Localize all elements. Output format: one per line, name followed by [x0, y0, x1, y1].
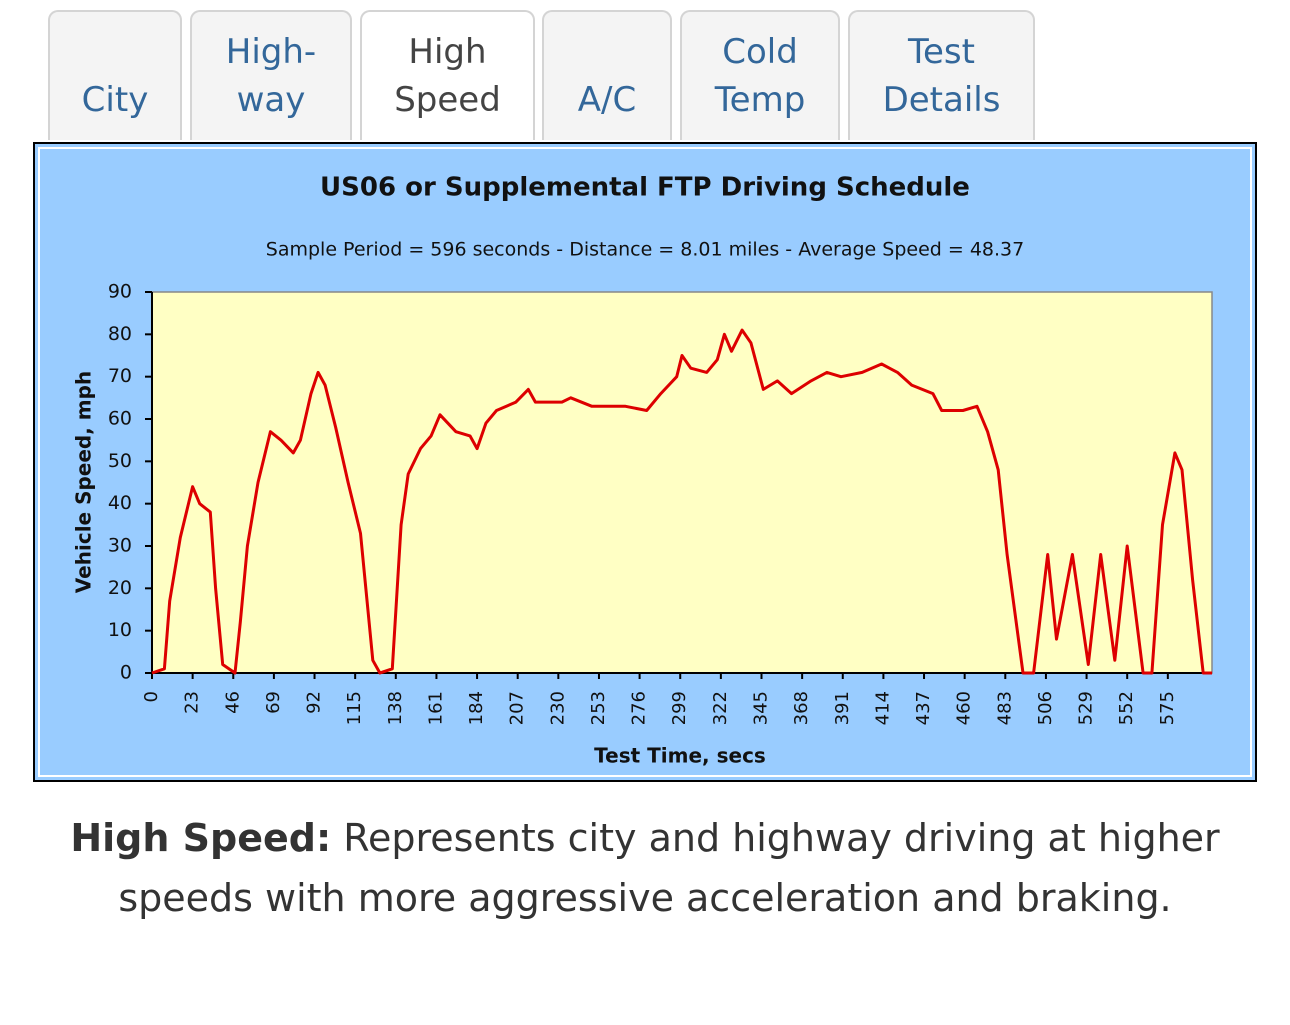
y-tick-label: 20: [108, 577, 132, 599]
x-tick-label: 345: [751, 691, 772, 725]
y-tick-label: 60: [108, 408, 132, 430]
y-axis-label: Vehicle Speed, mph: [72, 371, 96, 593]
x-tick-label: 460: [954, 691, 975, 725]
tab[interactable]: Test Details: [848, 10, 1035, 140]
x-tick-label: 529: [1076, 691, 1097, 725]
caption-text: Represents city and highway driving at h…: [118, 816, 1220, 920]
x-tick-label: 391: [832, 691, 853, 725]
chart-title: US06 or Supplemental FTP Driving Schedul…: [320, 173, 970, 203]
tab-label: High-: [225, 32, 317, 72]
x-tick-label: 506: [1035, 691, 1056, 725]
x-tick-label: 161: [425, 691, 446, 725]
x-tick-label: 138: [385, 691, 406, 725]
tab-label: A/C: [577, 80, 637, 120]
x-tick-label: 437: [913, 691, 934, 725]
y-tick-label: 90: [108, 281, 132, 303]
speed-line: [151, 328, 1212, 675]
chart-subtitle: Sample Period = 596 seconds - Distance =…: [266, 239, 1024, 261]
tab[interactable]: Cold Temp: [680, 10, 840, 140]
tab[interactable]: High-way: [190, 10, 352, 140]
y-tick-label: 40: [108, 492, 132, 514]
caption-label: High Speed:: [70, 816, 332, 860]
y-tick-label: 0: [120, 662, 132, 684]
x-tick-label: 46: [222, 691, 243, 714]
x-tick-label: 253: [588, 691, 609, 725]
tab-label: Test: [908, 32, 975, 72]
tab[interactable]: High Speed: [360, 10, 535, 140]
x-tick-label: 414: [872, 691, 893, 725]
x-tick-label: 299: [669, 691, 690, 725]
y-tick-label: 70: [108, 365, 132, 387]
tab-label: way: [236, 80, 306, 120]
y-tick-label: 30: [108, 535, 132, 557]
y-tick-label: 10: [108, 619, 132, 641]
x-tick-label: 23: [182, 691, 203, 714]
y-tick-label: 50: [108, 450, 132, 472]
tab-label: Cold: [722, 32, 798, 72]
tab[interactable]: A/C: [542, 10, 672, 140]
x-tick-label: 575: [1157, 691, 1178, 725]
x-tick-label: 69: [263, 691, 284, 714]
y-tick-label: 80: [108, 323, 132, 345]
tab-label: City: [81, 80, 149, 120]
x-tick-label: 207: [507, 691, 528, 725]
tab-label: Speed: [394, 80, 501, 120]
x-tick-label: 276: [629, 691, 650, 725]
tab[interactable]: City: [48, 10, 182, 140]
tab-label: Details: [882, 80, 1001, 120]
x-tick-label: 115: [344, 691, 365, 725]
x-tick-label: 92: [304, 691, 325, 714]
x-tick-label: 230: [547, 691, 568, 725]
tab-label: High: [408, 32, 487, 72]
chart: US06 or Supplemental FTP Driving Schedul…: [33, 142, 1257, 782]
x-tick-label: 184: [466, 691, 487, 725]
chart-inner-frame: [38, 147, 1252, 777]
x-tick-label: 322: [710, 691, 731, 725]
x-tick-label: 552: [1116, 691, 1137, 725]
x-axis-label: Test Time, secs: [594, 744, 766, 768]
x-tick-label: 483: [994, 691, 1015, 725]
caption: High Speed: Represents city and highway …: [60, 808, 1230, 928]
tab-label: Temp: [714, 80, 806, 120]
x-tick-label: 368: [791, 691, 812, 725]
x-tick-label: 0: [141, 691, 162, 702]
